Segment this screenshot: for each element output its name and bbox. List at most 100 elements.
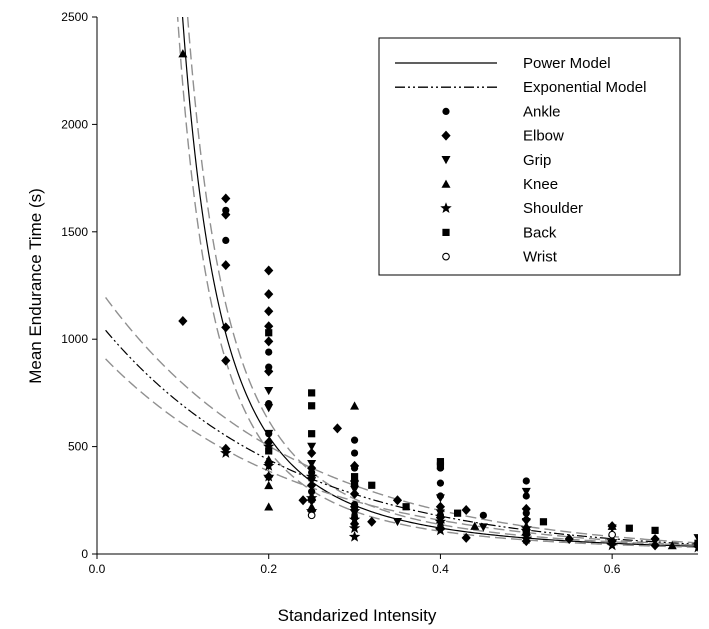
exponential-model-confidence-band-upper-curve <box>105 297 698 544</box>
knee-point <box>470 521 480 530</box>
legend-label: Knee <box>523 176 558 193</box>
legend-item-grip: Grip <box>441 152 551 169</box>
y-axis-title: Mean Endurance Time (s) <box>26 188 45 384</box>
legend-item-power-model: Power Model <box>395 55 611 72</box>
shoulder-point <box>434 524 447 536</box>
elbow-point <box>264 306 274 317</box>
back-point <box>454 509 462 517</box>
shoulder-point <box>348 530 361 542</box>
legend-item-exponential-model: Exponential Model <box>395 79 646 96</box>
legend-swatch <box>442 228 450 236</box>
elbow-point <box>332 423 342 434</box>
legend-swatch <box>441 179 451 188</box>
back-point <box>625 524 633 532</box>
series-back <box>265 329 698 547</box>
legend-box <box>378 37 681 276</box>
legend-swatch <box>442 107 450 115</box>
legend-item-knee: Knee <box>441 176 558 193</box>
shoulder-point <box>348 513 361 525</box>
shoulder-point <box>348 522 361 534</box>
elbow-point <box>521 503 531 514</box>
ankle-point <box>522 477 530 485</box>
series-grip <box>264 386 698 552</box>
grip-point <box>264 429 274 439</box>
wrist-point <box>608 530 616 539</box>
back-point <box>436 458 445 466</box>
ankle-point <box>222 236 230 244</box>
grip-point <box>435 509 445 518</box>
x-tick-label: 0.6 <box>604 562 621 576</box>
shoulder-point <box>520 532 532 544</box>
elbow-point <box>264 336 274 347</box>
shoulder-point <box>305 492 318 504</box>
shoulder-point <box>606 539 618 551</box>
back-point <box>694 539 698 547</box>
legend-label: Power Model <box>523 55 611 72</box>
elbow-point <box>221 260 231 271</box>
back-point <box>402 503 410 511</box>
y-tick-label: 1000 <box>61 332 88 346</box>
back-point <box>265 447 273 455</box>
legend-swatch <box>441 130 451 141</box>
legend-swatch <box>442 252 450 261</box>
elbow-point <box>461 532 471 543</box>
shoulder-point <box>305 505 318 516</box>
elbow-point <box>650 540 660 551</box>
elbow-point <box>307 448 317 459</box>
legend-label: Grip <box>523 152 551 169</box>
elbow-point <box>221 355 231 366</box>
back-point <box>265 329 273 337</box>
back-point <box>436 462 445 470</box>
shoulder-point <box>263 470 275 482</box>
shoulder-point <box>692 541 698 553</box>
data-points <box>178 49 698 553</box>
legend-label: Elbow <box>523 128 564 145</box>
elbow-point <box>221 322 231 333</box>
legend-label: Wrist <box>523 249 558 266</box>
grip-point <box>435 494 445 503</box>
back-point <box>522 528 530 537</box>
legend-item-back: Back <box>442 224 557 241</box>
legend: Power Model Exponential Model Ankle Elbow Gr… <box>378 37 681 276</box>
elbow-point <box>392 495 403 506</box>
back-point <box>368 481 376 489</box>
knee-point <box>264 455 274 464</box>
x-tick-label: 0.4 <box>432 562 449 576</box>
grip-point <box>307 442 317 451</box>
elbow-point <box>264 366 274 377</box>
shoulder-point <box>263 459 275 471</box>
exponential-model-confidence-band-lower-curve <box>105 358 698 546</box>
y-tick-label: 0 <box>81 547 88 561</box>
elbow-point <box>461 504 471 515</box>
knee-point <box>667 541 677 550</box>
legend-swatch <box>440 202 452 214</box>
power-model-confidence-band-lower-curve <box>176 17 698 548</box>
elbow-point <box>221 209 231 220</box>
x-tick-label: 0.0 <box>89 562 106 576</box>
knee-point <box>264 502 274 511</box>
back-point <box>308 430 316 438</box>
grip-point <box>264 386 274 396</box>
y-tick-label: 1500 <box>61 225 88 239</box>
back-point <box>539 518 548 526</box>
back-point <box>350 473 359 481</box>
exponential-model-curve <box>105 329 698 545</box>
legend-swatch <box>441 156 451 165</box>
elbow-point <box>178 315 188 326</box>
elbow-point <box>367 516 377 527</box>
elbow-point <box>564 533 574 544</box>
legend-item-wrist: Wrist <box>442 249 558 266</box>
legend-item-elbow: Elbow <box>441 128 564 145</box>
x-axis-title: Standarized Intensity <box>278 606 437 625</box>
grip-point <box>521 487 531 497</box>
shoulder-point <box>220 447 232 458</box>
knee-point <box>178 49 188 58</box>
shoulder-point <box>520 522 532 534</box>
wrist-point <box>307 511 316 520</box>
back-point <box>308 402 316 410</box>
axes: 0.0 0.2 0.4 0.6 0 500 1000 1500 2000 2500 <box>61 10 698 576</box>
legend-label: Back <box>523 224 557 241</box>
elbow-point <box>298 495 308 506</box>
elbow-point <box>264 265 274 276</box>
power-model-curve <box>181 17 698 547</box>
